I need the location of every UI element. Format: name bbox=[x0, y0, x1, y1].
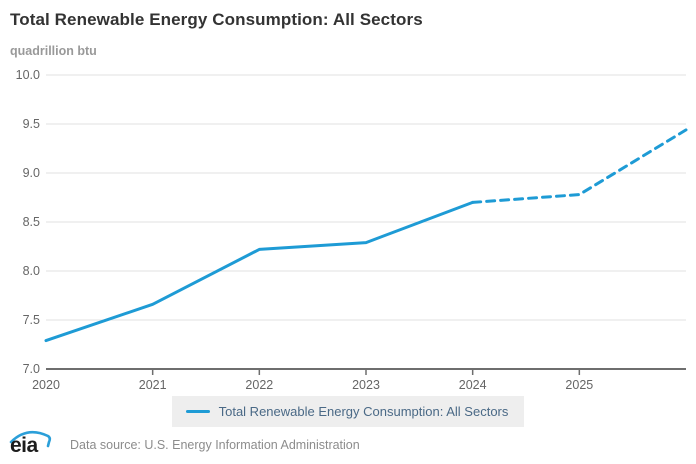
eia-logo-swoosh-icon bbox=[9, 430, 52, 448]
series-line-history bbox=[44, 200, 475, 343]
footer: eia Data source: U.S. Energy Information… bbox=[8, 429, 688, 461]
x-axis-label: 2021 bbox=[139, 378, 167, 392]
x-axis-label: 2023 bbox=[352, 378, 380, 392]
y-axis-label: 8.0 bbox=[23, 264, 40, 278]
x-axis-label: 2022 bbox=[245, 378, 273, 392]
line-chart-plot: 7.0 7.5 8.0 8.5 9.0 9.5 10.0 2020 2021 2022 2023 20… bbox=[16, 68, 688, 392]
y-axis-label: 9.5 bbox=[23, 117, 40, 131]
chart-title: Total Renewable Energy Consumption: All … bbox=[10, 10, 423, 29]
data-source-text: Data source: U.S. Energy Information Adm… bbox=[70, 438, 360, 452]
x-axis-label: 2020 bbox=[32, 378, 60, 392]
x-axis-label: 2025 bbox=[565, 378, 593, 392]
y-axis-label: 9.0 bbox=[23, 166, 40, 180]
series-line-forecast bbox=[471, 128, 688, 204]
legend-label: Total Renewable Energy Consumption: All … bbox=[218, 404, 509, 419]
unit-label: quadrillion btu bbox=[10, 44, 97, 58]
y-axis-label: 7.5 bbox=[23, 313, 40, 327]
eia-logo-text: eia bbox=[10, 434, 38, 457]
y-axis-label: 8.5 bbox=[23, 215, 40, 229]
legend-line-swatch bbox=[185, 410, 210, 413]
y-axis-label: 10.0 bbox=[16, 68, 40, 82]
legend: Total Renewable Energy Consumption: All … bbox=[0, 396, 696, 427]
y-axis-label: 7.0 bbox=[23, 362, 40, 376]
legend-item[interactable]: Total Renewable Energy Consumption: All … bbox=[171, 396, 525, 427]
x-axis-label: 2024 bbox=[459, 378, 487, 392]
eia-logo: eia bbox=[8, 429, 56, 461]
